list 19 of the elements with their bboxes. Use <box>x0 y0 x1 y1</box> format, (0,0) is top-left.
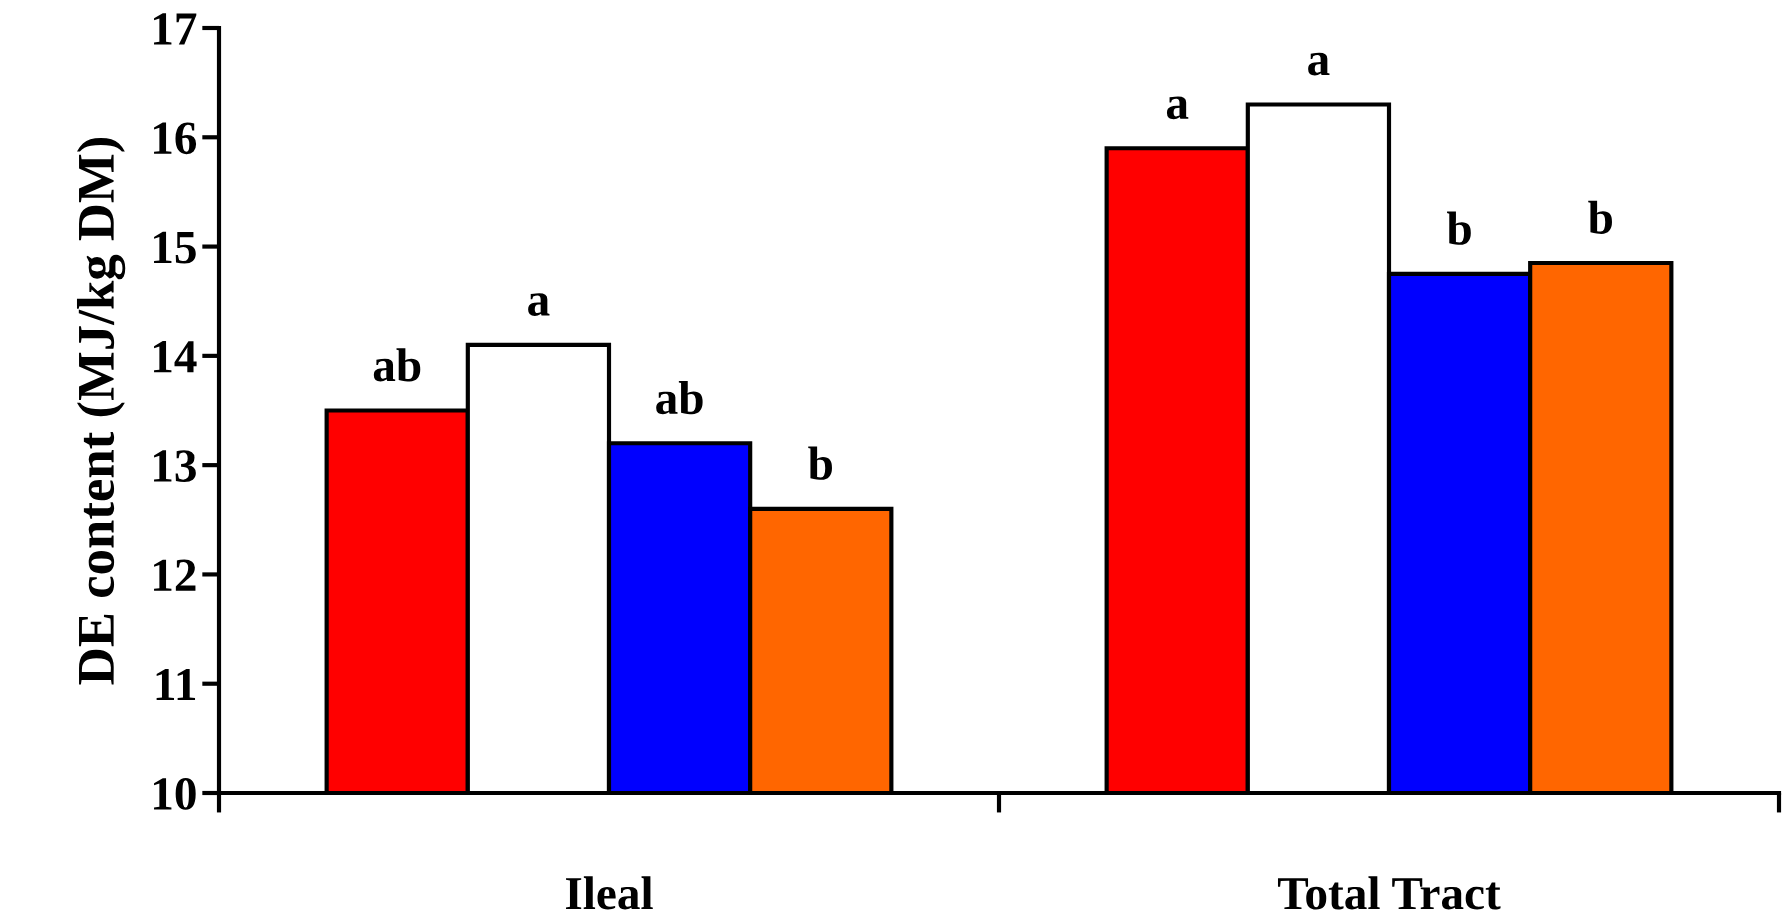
data-label: b <box>1588 200 1612 234</box>
y-tick-label: 13 <box>154 450 196 482</box>
data-label: a <box>528 293 550 316</box>
y-tick-label: 16 <box>154 122 197 155</box>
data-label: a <box>1308 52 1330 76</box>
y-tick-label: 10 <box>154 777 196 810</box>
data-label: ab <box>656 381 703 415</box>
data-label: a <box>1166 96 1189 120</box>
y-axis-title: DE content (MJ/kg DM) <box>76 137 126 685</box>
y-tick-label: 15 <box>154 231 196 264</box>
x-tick-label: Total Tract <box>1277 876 1501 910</box>
x-tick-label: Ileal <box>566 876 653 910</box>
y-tick-label: 17 <box>154 13 197 45</box>
data-label: ab <box>373 348 421 382</box>
y-tick-label: 14 <box>154 341 197 373</box>
y-tick-label: 12 <box>154 559 196 591</box>
data-label: b <box>1447 211 1471 245</box>
data-label: b <box>808 446 832 480</box>
y-tick-label: 11 <box>156 668 196 701</box>
